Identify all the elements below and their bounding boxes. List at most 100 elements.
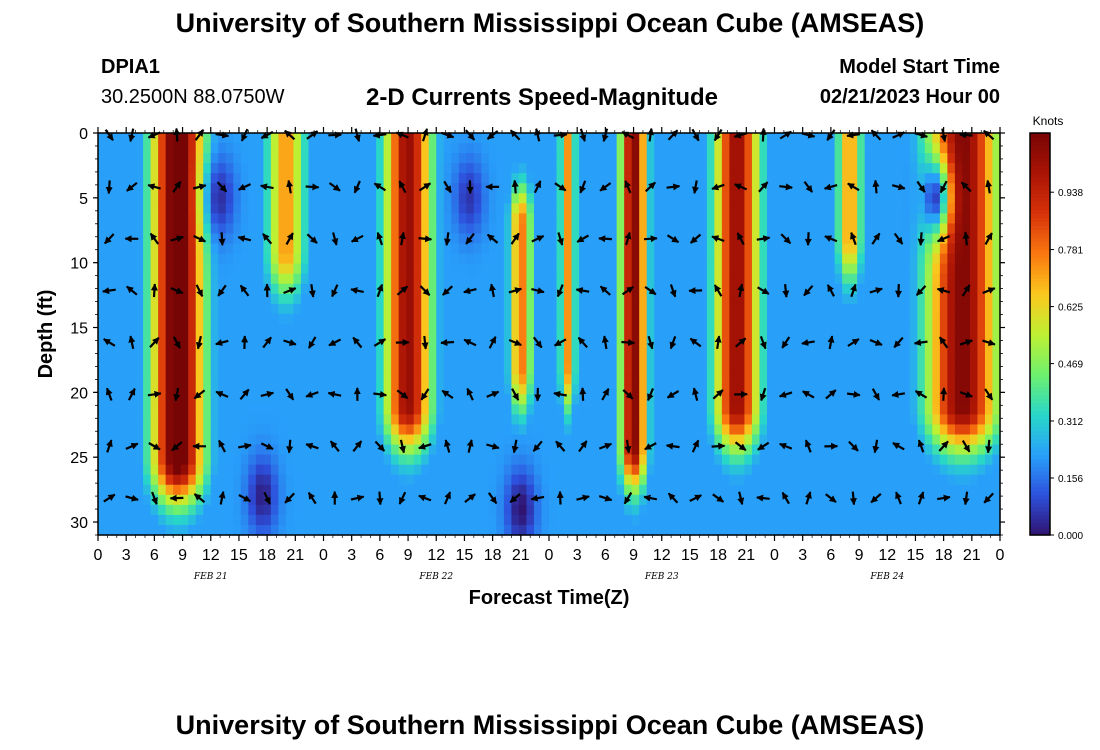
heat-cell (969, 354, 979, 365)
heat-cell (819, 454, 828, 466)
heat-cell (917, 414, 926, 426)
heat-cell (481, 454, 490, 466)
heat-cell (315, 454, 325, 466)
heat-cell (331, 323, 340, 335)
heat-cell (353, 404, 362, 415)
heat-cell (834, 153, 843, 164)
heat-cell (158, 223, 167, 235)
heat-cell (421, 323, 430, 335)
heat-cell (819, 494, 828, 506)
heat-cell (857, 283, 866, 295)
heat-cell (503, 313, 513, 325)
heat-cell (406, 313, 415, 325)
current-arrow (530, 494, 545, 502)
heat-cell (255, 263, 264, 275)
heat-cell (947, 494, 956, 506)
heat-cell (849, 203, 858, 214)
heat-cell (383, 404, 392, 415)
heat-cell (586, 494, 595, 506)
heat-cell (977, 313, 986, 325)
heat-cell (413, 344, 422, 355)
heat-cell (736, 374, 746, 385)
heat-cell (180, 374, 189, 385)
heat-cell (872, 474, 881, 486)
heat-cell (962, 153, 971, 164)
heat-cell (150, 524, 159, 536)
heat-cell (992, 133, 1001, 144)
heat-cell (398, 434, 407, 446)
heat-cell (218, 243, 227, 255)
heat-cell (699, 203, 708, 214)
heat-cell (210, 163, 219, 174)
heat-cell (691, 464, 700, 476)
heat-cell (691, 504, 700, 516)
heat-cell (729, 374, 738, 385)
heat-cell (323, 253, 332, 265)
heat-cell (624, 454, 633, 466)
heat-cell (812, 404, 821, 415)
heat-cell (143, 354, 152, 365)
heat-cell (879, 404, 888, 415)
heat-cell (391, 183, 400, 194)
heat-cell (436, 153, 445, 164)
heat-cell (699, 173, 708, 184)
heat-cell (812, 494, 821, 506)
heat-cell (135, 354, 144, 365)
heat-cell (135, 283, 144, 295)
heat-cell (601, 484, 610, 496)
heat-cell (759, 434, 768, 446)
heat-cell (346, 223, 355, 235)
heat-cell (669, 163, 678, 174)
heat-cell (308, 414, 317, 426)
heat-cell (300, 313, 310, 325)
heat-cell (98, 364, 107, 375)
heat-cell (533, 434, 543, 446)
heat-cell (812, 364, 821, 375)
heat-cell (616, 193, 625, 204)
heat-cell (857, 323, 866, 335)
heat-cell (797, 504, 806, 516)
heat-cell (526, 494, 535, 506)
heat-cell (939, 223, 948, 235)
heat-cell (714, 504, 723, 516)
heat-cell (376, 213, 385, 225)
heat-cell (541, 344, 550, 355)
heat-cell (661, 374, 670, 385)
heat-cell (541, 474, 550, 486)
heat-cell (240, 163, 249, 174)
heat-cell (571, 323, 580, 335)
heat-cell (849, 344, 858, 355)
heat-cell (684, 323, 693, 335)
heat-cell (436, 223, 445, 235)
heat-cell (879, 283, 888, 295)
heat-cell (774, 283, 783, 295)
heat-cell (947, 133, 956, 144)
heat-cell (564, 344, 573, 355)
heat-cell (173, 464, 182, 476)
heat-cell (857, 494, 866, 506)
heat-cell (789, 263, 798, 275)
heat-cell (729, 384, 738, 395)
heat-cell (721, 344, 730, 355)
heat-cell (413, 143, 422, 154)
current-arrow (195, 284, 204, 298)
heat-cell (376, 193, 385, 204)
heat-cell (503, 213, 513, 225)
heat-cell (939, 344, 948, 355)
heat-cell (864, 253, 873, 265)
heat-cell (601, 394, 610, 405)
heat-cell (797, 424, 806, 436)
heat-cell (932, 153, 941, 164)
heat-cell (451, 334, 460, 345)
heat-cell (571, 434, 580, 446)
heat-cell (774, 133, 783, 144)
heat-cell (511, 474, 520, 486)
heat-cell (255, 273, 264, 285)
heat-cell (812, 193, 821, 204)
heat-cell (714, 303, 723, 315)
heat-cell (188, 243, 197, 255)
heat-cell (917, 273, 926, 285)
heat-cell (729, 334, 738, 345)
heat-cell (834, 253, 843, 265)
heat-cell (932, 364, 941, 375)
